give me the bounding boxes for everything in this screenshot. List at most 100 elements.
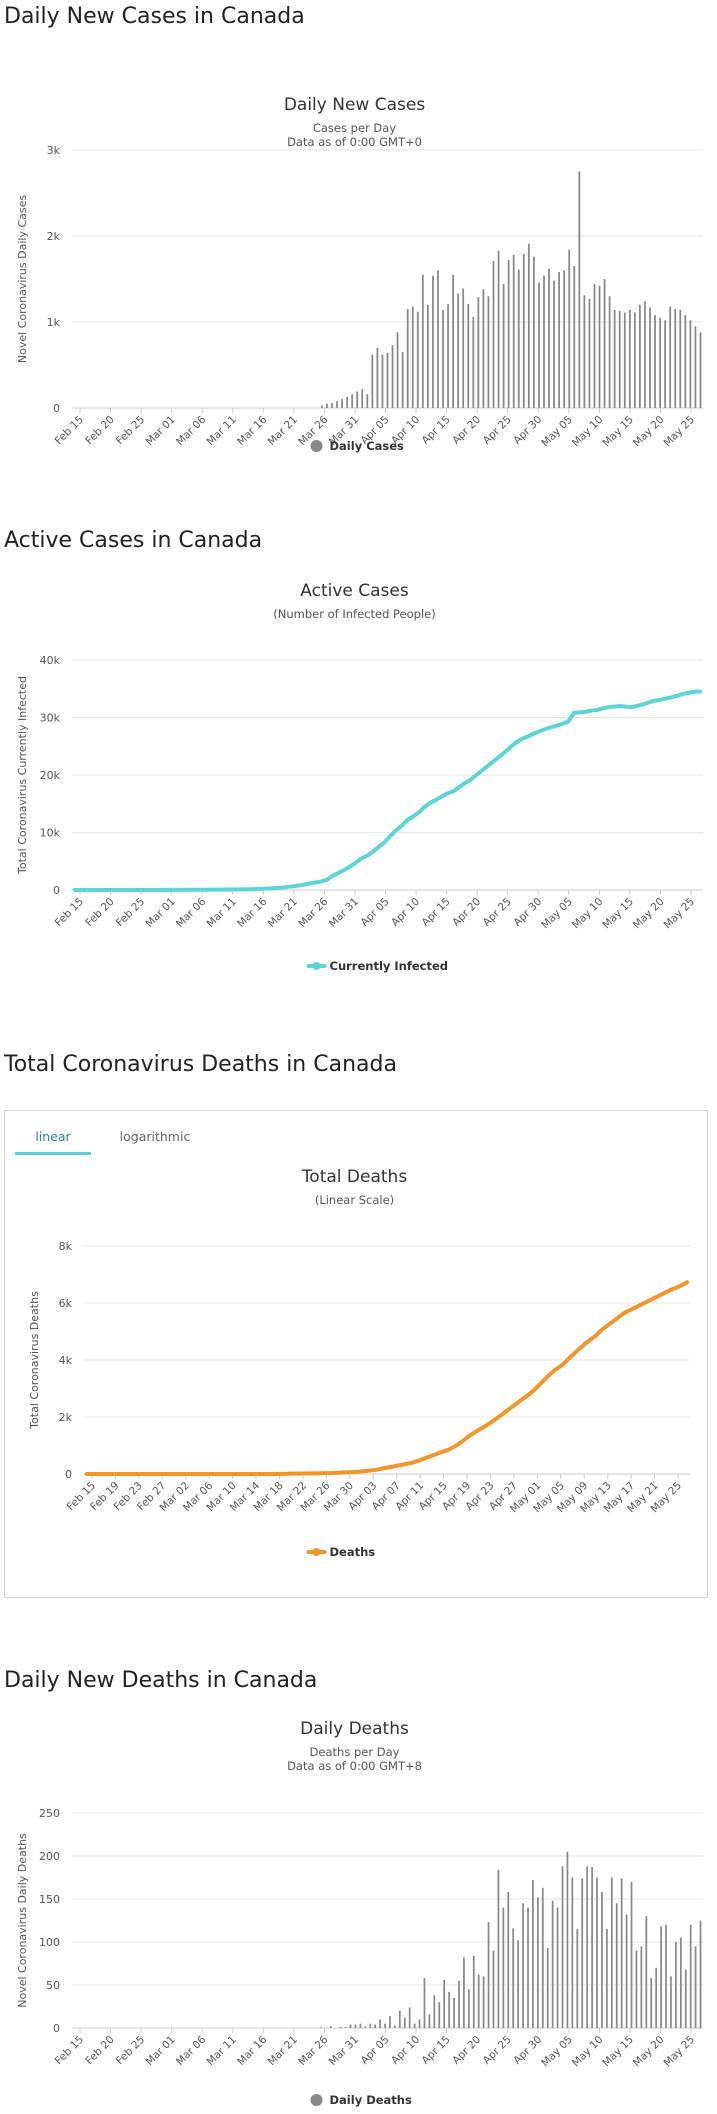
y-axis-label: Total Coronavirus Currently Infected [16, 676, 29, 875]
x-tick-label: Feb 25 [114, 896, 147, 929]
bar [408, 2007, 411, 2028]
bar [608, 296, 611, 408]
x-tick-label: Mar 31 [327, 2034, 361, 2068]
bar [532, 1880, 534, 2028]
x-tick-label: May 20 [631, 414, 667, 450]
bar [406, 309, 409, 408]
bar [320, 405, 323, 408]
bar [675, 1942, 677, 2028]
y-tick-label: 200 [39, 1850, 60, 1863]
x-tick-label: Apr 20 [450, 896, 483, 929]
bar [320, 2027, 322, 2028]
bar [630, 1881, 633, 2028]
bar [366, 394, 369, 408]
x-tick-label: Feb 20 [83, 2034, 116, 2067]
bar [588, 298, 591, 408]
bar [492, 260, 495, 408]
bar [413, 2023, 416, 2028]
bar [452, 274, 455, 408]
tab-linear[interactable]: linear [15, 1121, 91, 1155]
bar [463, 1957, 465, 2028]
bar [586, 1866, 589, 2028]
bar [620, 1878, 623, 2028]
x-tick-label: Mar 11 [205, 414, 239, 448]
y-tick-label: 2k [59, 1411, 73, 1424]
bar [331, 402, 333, 408]
chart-subtitle: Data as of 0:00 GMT+8 [287, 1759, 422, 1773]
bar [699, 1920, 702, 2028]
x-tick-label: Mar 06 [174, 2033, 209, 2068]
legend-marker [312, 1548, 321, 1556]
x-tick-label: Apr 20 [450, 414, 483, 447]
bar [467, 1989, 470, 2028]
x-tick-label: May 15 [600, 896, 636, 932]
chart-subtitle: (Linear Scale) [315, 1193, 394, 1207]
bar [628, 309, 631, 408]
bar [640, 1946, 643, 2028]
x-tick-label: Mar 16 [235, 2033, 270, 2068]
bar [467, 303, 470, 408]
bar [389, 2015, 391, 2028]
y-tick-label: 3k [47, 144, 61, 157]
bar [376, 347, 379, 408]
bar [645, 1916, 648, 2028]
x-tick-label: May 20 [631, 2034, 667, 2070]
y-tick-label: 0 [65, 1468, 72, 1481]
bar [684, 315, 687, 408]
bar [639, 304, 641, 408]
y-tick-label: 0 [53, 884, 60, 897]
chart-title: Daily Deaths [300, 1719, 409, 1739]
bar [581, 1878, 584, 2028]
bar [442, 309, 444, 408]
x-tick-label: May 25 [661, 896, 697, 932]
bar [487, 1922, 490, 2028]
bar [553, 280, 555, 408]
bar [566, 1851, 569, 2028]
daily-deaths-heading: Daily New Deaths in Canada [4, 1668, 318, 1693]
bar [633, 312, 636, 408]
bar [684, 1969, 687, 2028]
bar [344, 2027, 347, 2028]
bar [346, 396, 348, 408]
bar [556, 1907, 559, 2028]
bar [458, 1980, 460, 2028]
bar [659, 317, 661, 408]
x-tick-label: May 10 [570, 2034, 606, 2070]
bar [336, 401, 338, 408]
bar [561, 1866, 564, 2028]
bar [660, 1926, 662, 2028]
bar [635, 1950, 638, 2028]
x-tick-label: Apr 15 [420, 414, 453, 447]
bar [437, 270, 439, 408]
bar [396, 332, 399, 408]
x-tick-label: Mar 21 [266, 414, 300, 448]
bar [536, 1897, 539, 2028]
bar [472, 316, 475, 408]
bar [379, 2019, 381, 2028]
legend-marker [312, 962, 321, 970]
y-axis-label: Novel Coronavirus Daily Cases [16, 195, 29, 363]
tab-logarithmic[interactable]: logarithmic [119, 1129, 191, 1144]
bar [670, 1976, 672, 2028]
bar [517, 1940, 519, 2028]
total-deaths-chart: Total Deaths (Linear Scale) 0 2k 4k 6k 8k Total… [28, 1167, 690, 1559]
chart-title: Daily New Cases [284, 95, 426, 115]
y-tick-label: 50 [46, 1979, 60, 1992]
bar [326, 403, 328, 408]
bar [576, 1929, 579, 2028]
y-tick-label: 20k [40, 769, 61, 782]
bar [432, 275, 434, 408]
bar [573, 266, 576, 408]
bar [527, 1907, 529, 2028]
bar [517, 269, 520, 408]
x-tick-label: Apr 10 [389, 896, 422, 929]
bar [615, 1903, 618, 2028]
x-tick-label: Mar 06 [174, 895, 209, 930]
bar [477, 297, 480, 408]
bar [606, 1929, 608, 2028]
bar [384, 2023, 386, 2028]
x-tick-label: Mar 11 [205, 896, 239, 930]
bar [371, 354, 374, 408]
